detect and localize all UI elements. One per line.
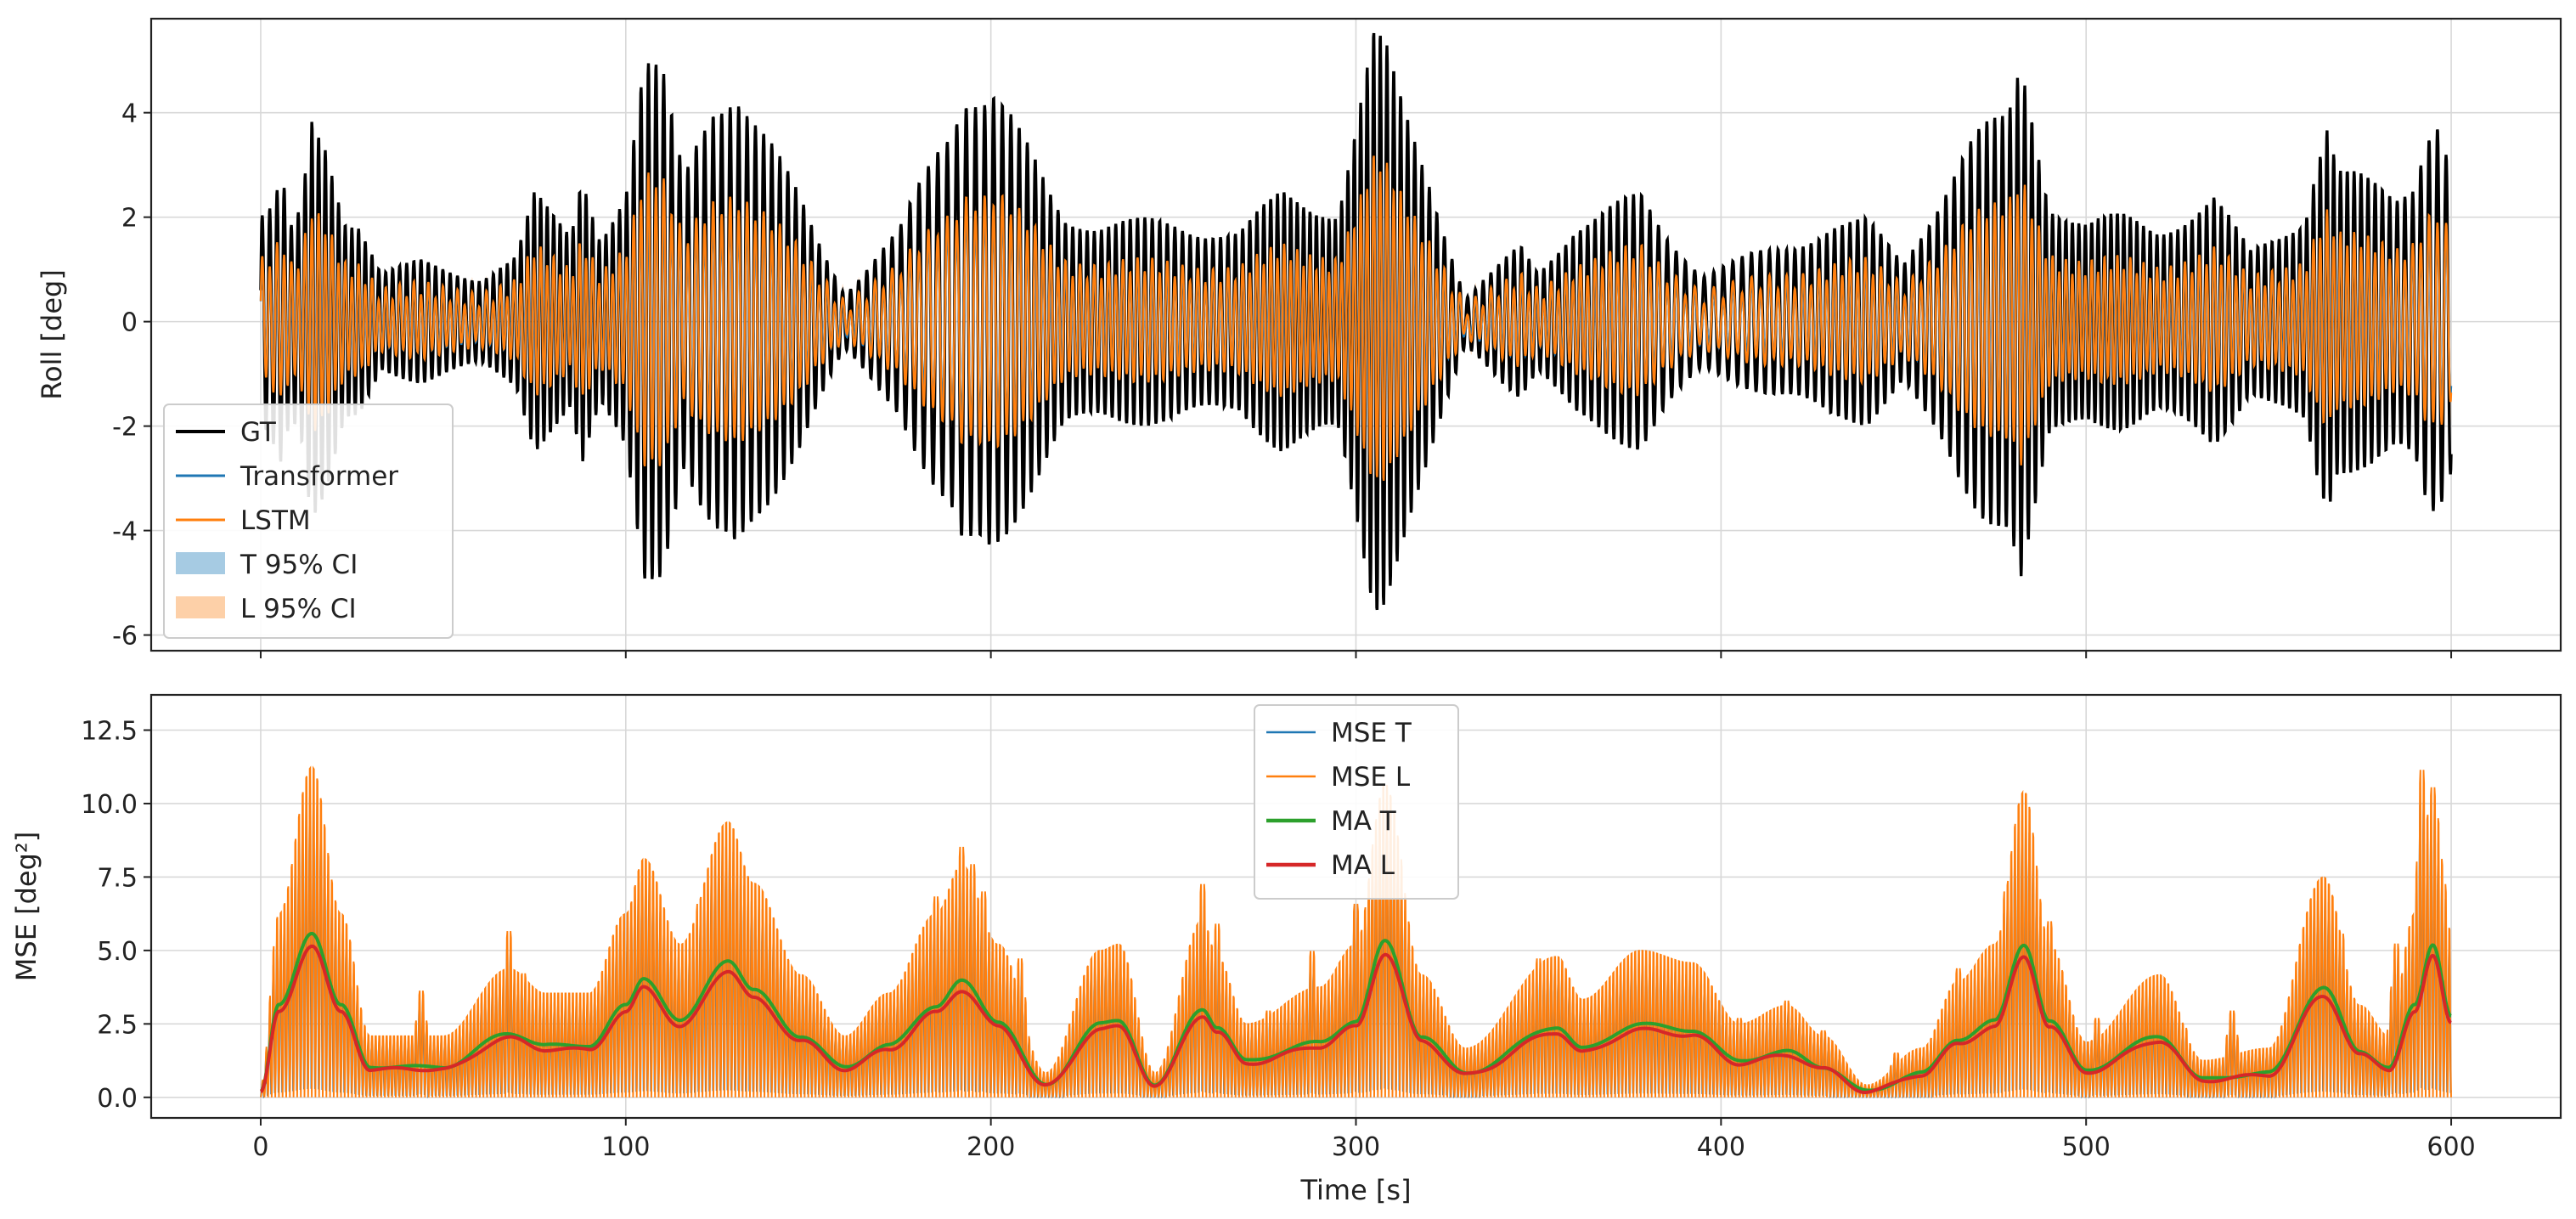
legend-label: MSE L (1331, 762, 1411, 793)
x-tick-label: 200 (967, 1132, 1015, 1162)
roll-y-axis-label: Roll [deg] (36, 269, 68, 400)
y-tick-label: 0.0 (97, 1084, 138, 1114)
y-tick-label: 4 (121, 99, 138, 129)
mse-legend: MSE T MSE L MA T MA L (1254, 704, 1459, 900)
legend-swatch (176, 552, 225, 574)
legend-label: L 95% CI (240, 594, 357, 624)
legend-label: LSTM (240, 505, 311, 536)
y-tick-label: 2 (121, 204, 138, 234)
legend-label: MA L (1331, 850, 1395, 881)
y-tick-label: 12.5 (81, 717, 138, 747)
mse-panel: 0.0 2.5 5.0 7.5 10.0 12.5 0 100 200 300 400 500 600 M… (81, 693, 2562, 1162)
legend-label: Transformer (240, 461, 398, 492)
lstm-line (259, 155, 2453, 482)
legend-label: MSE T (1331, 718, 1412, 748)
x-tick-label: 400 (1697, 1132, 1745, 1162)
x-tick-label: 300 (1332, 1132, 1380, 1162)
ma-t-line (260, 932, 2452, 1093)
x-tick-label: 0 (252, 1132, 268, 1162)
y-tick-label: 10.0 (81, 790, 138, 820)
y-tick-label: -4 (112, 517, 138, 547)
legend-swatch (176, 596, 225, 618)
roll-panel: -6 -4 -2 0 2 4 GT Transformer LSTM T 95% CI L 95% … (112, 17, 2562, 658)
x-tick-label: 100 (601, 1132, 650, 1162)
roll-axes-frame (149, 17, 2562, 652)
legend-label: MA T (1331, 806, 1397, 837)
y-tick-label: 5.0 (97, 937, 138, 967)
y-tick-label: -2 (112, 413, 138, 443)
y-tick-label: -6 (112, 622, 138, 652)
roll-legend-box (163, 404, 454, 639)
legend-label: T 95% CI (240, 550, 358, 580)
legend-label: GT (240, 417, 277, 448)
x-tick-label: 500 (2062, 1132, 2111, 1162)
mse-axes-frame (149, 693, 2562, 1120)
time-x-axis-label: Time [s] (1299, 1174, 1411, 1206)
mse-l-line (260, 765, 2452, 1098)
mse-y-axis-label: MSE [deg²] (10, 832, 42, 981)
y-tick-label: 7.5 (97, 863, 138, 893)
ma-l-line (260, 944, 2452, 1094)
mse-legend-box (1254, 704, 1459, 900)
x-tick-label: 600 (2427, 1132, 2475, 1162)
y-tick-label: 2.5 (97, 1010, 138, 1040)
y-tick-label: 0 (121, 308, 138, 338)
roll-legend: GT Transformer LSTM T 95% CI L 95% CI (163, 404, 454, 639)
